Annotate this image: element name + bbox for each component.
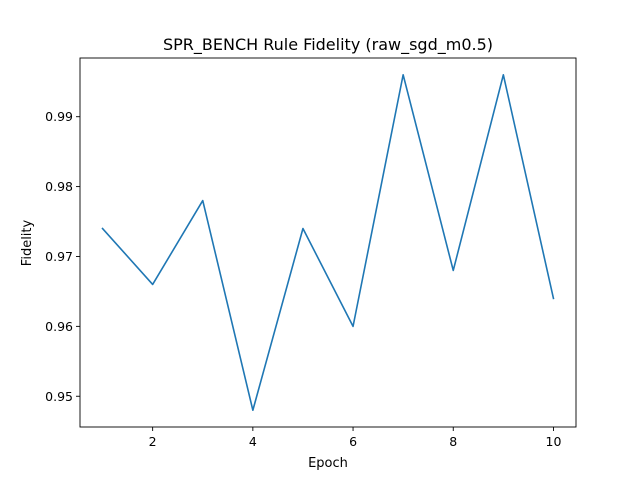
- y-tick-label: 0.96: [45, 319, 73, 334]
- y-tick-label: 0.98: [45, 179, 73, 194]
- x-tick-label: 6: [349, 434, 357, 449]
- y-tick-label: 0.99: [45, 109, 73, 124]
- fidelity-series-line: [101, 73, 555, 412]
- x-tick-label: 4: [249, 434, 257, 449]
- y-tick-label: 0.97: [45, 249, 73, 264]
- x-tick-label: 10: [546, 434, 562, 449]
- x-tick-label: 8: [449, 434, 457, 449]
- chart-title: SPR_BENCH Rule Fidelity (raw_sgd_m0.5): [163, 35, 493, 55]
- y-axis-ticks: 0.95 0.96 0.97 0.98 0.99: [45, 109, 80, 404]
- x-tick-label: 2: [149, 434, 157, 449]
- x-axis-ticks: 2 4 6 8 10: [149, 427, 562, 449]
- y-tick-label: 0.95: [45, 389, 73, 404]
- plot-frame: [79, 57, 577, 428]
- x-axis-label: Epoch: [308, 456, 348, 471]
- y-axis-label: Fidelity: [20, 219, 35, 266]
